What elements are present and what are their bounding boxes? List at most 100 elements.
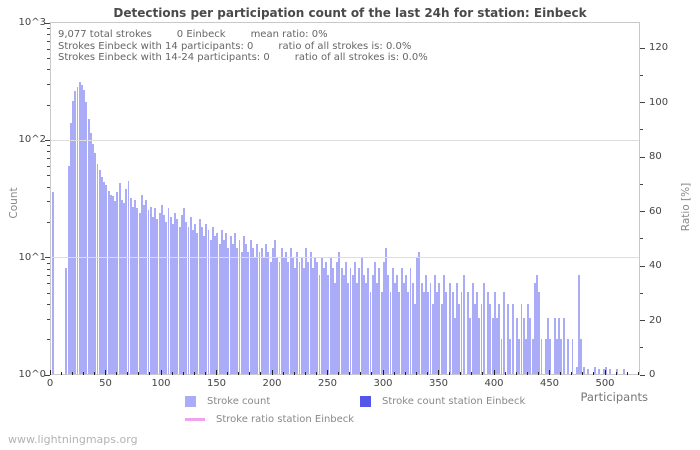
ratio-axis-tick-label: 40 [649, 260, 662, 271]
histogram-bar [507, 303, 510, 374]
histogram-bar [280, 247, 283, 374]
histogram-bar [320, 257, 323, 374]
legend-label-stroke-count-station: Stroke count station Einbeck [382, 396, 526, 407]
histogram-bar [251, 247, 254, 374]
histogram-bar [360, 257, 363, 374]
histogram-bar [160, 204, 163, 374]
histogram-bar [196, 233, 199, 374]
histogram-bar [271, 247, 274, 374]
histogram-bar [120, 199, 123, 374]
ratio-axis-tick [640, 238, 643, 240]
histogram-bar [163, 214, 165, 374]
histogram-bar [83, 89, 86, 374]
histogram-bar [425, 275, 427, 374]
annotation-line: Strokes Einbeck with 14 participants: 0 r… [58, 41, 453, 53]
histogram-bar [291, 257, 294, 374]
histogram-bar [216, 233, 219, 374]
histogram-bar [87, 118, 90, 374]
histogram-bar [427, 292, 430, 374]
histogram-bar [518, 338, 521, 374]
y-axis-tick-label: 10^0 [18, 369, 46, 380]
histogram-bar [478, 318, 481, 374]
histogram-bar [445, 292, 447, 374]
histogram-bar [396, 275, 399, 374]
annotation-segment: ratio of all strokes is: 0.0% [278, 40, 412, 52]
histogram-bar [562, 318, 565, 374]
histogram-bar [263, 257, 265, 374]
ratio-axis-tick [640, 374, 645, 376]
histogram-bar [282, 257, 285, 374]
histogram-bar [169, 216, 172, 374]
histogram-bar [76, 86, 79, 374]
histogram-bar [318, 275, 321, 374]
histogram-bar [516, 318, 518, 374]
histogram-bar [243, 236, 245, 374]
histogram-bar [365, 283, 368, 374]
histogram-bar [167, 208, 170, 374]
histogram-bar [89, 132, 92, 374]
x-axis-tick-label: 0 [46, 378, 54, 389]
histogram-bar [413, 303, 416, 374]
histogram-bar [480, 303, 483, 374]
ratio-axis-tick [640, 74, 643, 76]
histogram-bar [493, 292, 496, 374]
histogram-bar [98, 170, 101, 374]
histogram-bar [393, 283, 396, 374]
legend-item-stroke-ratio: Stroke ratio station Einbeck [185, 414, 354, 425]
legend-item-stroke-count: Stroke count [185, 396, 270, 407]
histogram-bar [289, 247, 292, 374]
ratio-axis-tick-label: 120 [649, 42, 669, 53]
histogram-bar [109, 194, 112, 374]
histogram-bar [473, 303, 476, 374]
legend-label-stroke-ratio: Stroke ratio station Einbeck [216, 414, 355, 425]
histogram-bar [405, 275, 407, 374]
histogram-bar [258, 252, 261, 374]
histogram-bar [331, 268, 334, 374]
histogram-bar [240, 252, 243, 374]
gridline [51, 140, 639, 141]
histogram-bar [356, 283, 359, 374]
histogram-bar [374, 262, 376, 374]
histogram-bar [307, 262, 310, 374]
histogram-bar [500, 338, 503, 374]
histogram-bar [254, 257, 257, 374]
histogram-bar [140, 194, 143, 374]
annotation-segment: ratio of all strokes is: 0.0% [294, 52, 428, 63]
y-axis-title-right: Ratio [%] [680, 182, 692, 232]
histogram-bar [615, 369, 618, 374]
x-axis-title: Participants [580, 390, 648, 404]
histogram-bar [531, 338, 534, 374]
histogram-bar [116, 191, 119, 374]
histogram-bar [416, 257, 419, 374]
histogram-bar [294, 268, 296, 374]
annotation-segment: Strokes Einbeck with 14 participants: 0 [58, 40, 254, 52]
histogram-bar [67, 166, 70, 374]
histogram-bar [236, 247, 239, 374]
histogram-bar [558, 318, 561, 374]
ratio-axis-tick [640, 292, 643, 294]
histogram-bar [469, 318, 472, 374]
x-axis-tick-label: 150 [206, 378, 227, 389]
histogram-bar [267, 252, 270, 374]
histogram-bar [347, 283, 350, 374]
histogram-bar [78, 81, 81, 374]
histogram-bar [183, 208, 185, 374]
histogram-bar [316, 262, 319, 374]
histogram-bar [305, 247, 308, 374]
histogram-bar [436, 292, 439, 374]
histogram-bar [118, 182, 121, 374]
annotation-segment: 9,077 total strokes [58, 29, 152, 40]
histogram-bar [602, 369, 605, 374]
histogram-bar [112, 196, 114, 374]
histogram-bar [587, 369, 590, 374]
histogram-bar [460, 292, 463, 374]
histogram-bar [171, 224, 174, 374]
histogram-bar [231, 243, 234, 374]
histogram-bar [209, 239, 212, 374]
histogram-bar [229, 236, 232, 374]
histogram-bar [451, 292, 454, 374]
histogram-bar [380, 292, 383, 374]
histogram-bar [533, 283, 536, 374]
histogram-bar [349, 268, 352, 374]
